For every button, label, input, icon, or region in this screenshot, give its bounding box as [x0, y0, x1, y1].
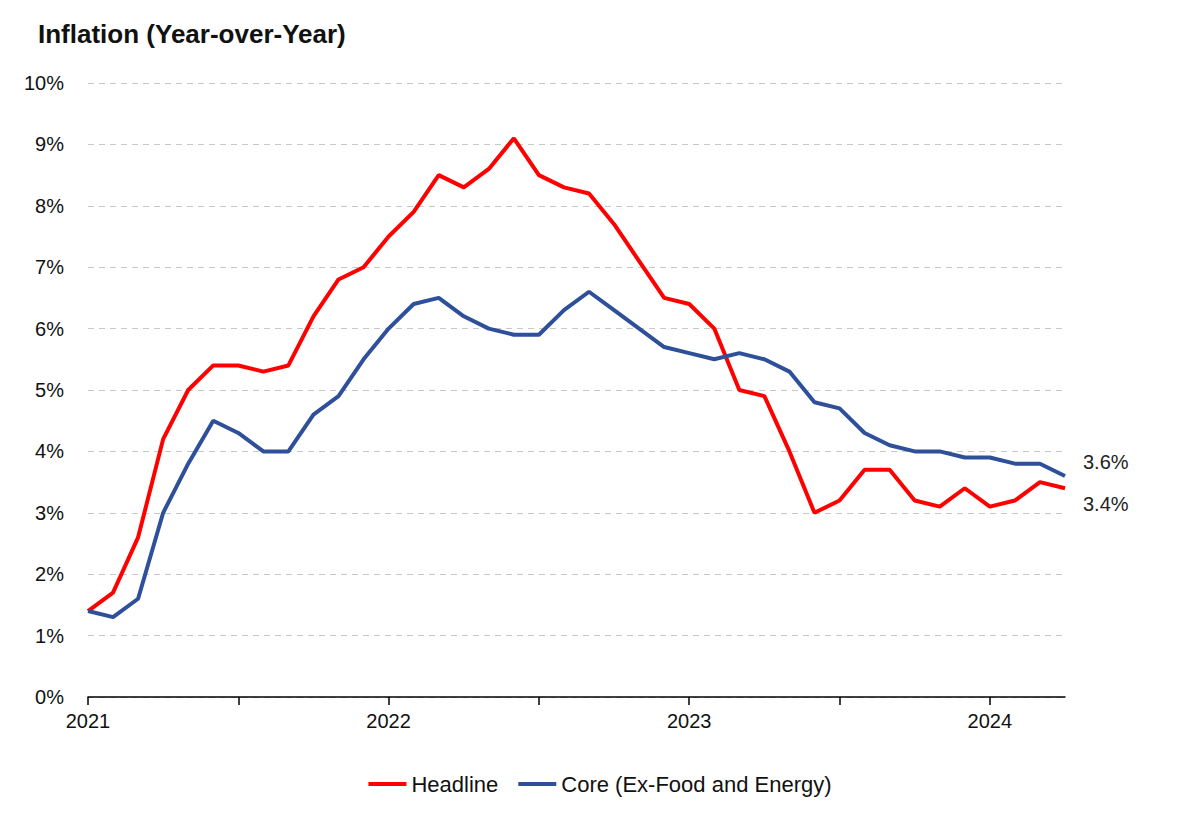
- svg-text:8%: 8%: [35, 195, 64, 217]
- svg-text:2023: 2023: [667, 710, 712, 732]
- svg-text:10%: 10%: [24, 72, 64, 94]
- svg-text:5%: 5%: [35, 379, 64, 401]
- svg-text:2021: 2021: [66, 710, 111, 732]
- svg-text:0%: 0%: [35, 686, 64, 708]
- svg-text:1%: 1%: [35, 625, 64, 647]
- svg-text:3.4%: 3.4%: [1083, 493, 1129, 515]
- svg-text:9%: 9%: [35, 133, 64, 155]
- svg-text:Core (Ex-Food and Energy): Core (Ex-Food and Energy): [561, 772, 831, 797]
- svg-text:2022: 2022: [366, 710, 411, 732]
- svg-text:3.6%: 3.6%: [1083, 451, 1129, 473]
- svg-text:7%: 7%: [35, 256, 64, 278]
- svg-text:3%: 3%: [35, 502, 64, 524]
- svg-text:2%: 2%: [35, 563, 64, 585]
- svg-text:4%: 4%: [35, 440, 64, 462]
- svg-text:2024: 2024: [968, 710, 1013, 732]
- svg-text:Headline: Headline: [411, 772, 498, 797]
- svg-text:6%: 6%: [35, 318, 64, 340]
- svg-text:Inflation (Year-over-Year): Inflation (Year-over-Year): [38, 19, 346, 49]
